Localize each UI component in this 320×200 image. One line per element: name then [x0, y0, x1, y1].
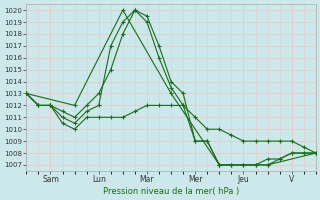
- X-axis label: Pression niveau de la mer( hPa ): Pression niveau de la mer( hPa ): [103, 187, 239, 196]
